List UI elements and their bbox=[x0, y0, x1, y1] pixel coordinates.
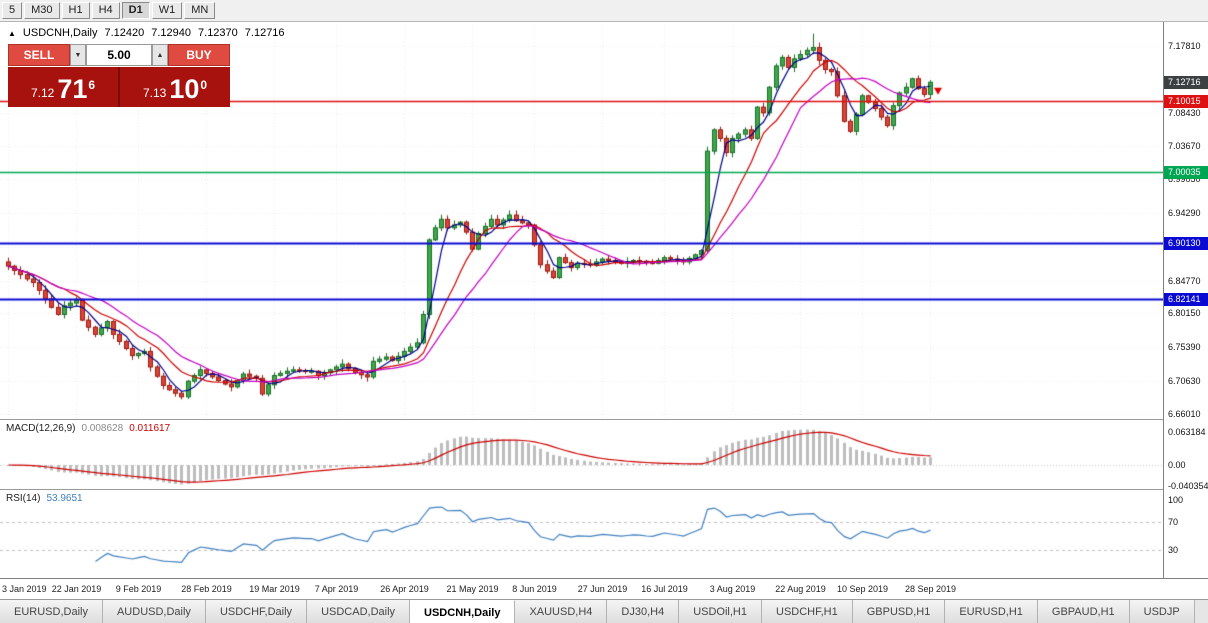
price-tick-label: 7.03670 bbox=[1168, 141, 1201, 152]
period-button-M30[interactable]: M30 bbox=[24, 2, 60, 19]
price-tick-label: 6.94290 bbox=[1168, 207, 1201, 218]
tab-USDJP[interactable]: USDJP bbox=[1129, 600, 1195, 623]
price-tick-label: 30 bbox=[1168, 545, 1179, 556]
symbol-name: USDCNH,Daily bbox=[22, 27, 98, 39]
tab-EURUSD-Daily[interactable]: EURUSD,Daily bbox=[0, 600, 103, 623]
ohlc-open: 7.12420 bbox=[104, 27, 145, 39]
tab-AUDUSD-Daily[interactable]: AUDUSD,Daily bbox=[102, 600, 206, 623]
price-tick-label: -0.040354 bbox=[1168, 481, 1208, 492]
period-button-D1[interactable]: D1 bbox=[121, 2, 150, 19]
date-label: 3 Aug 2019 bbox=[709, 584, 756, 594]
current-price-badge: 7.12716 bbox=[1164, 76, 1208, 90]
macd-indicator-label: MACD(12,26,9) 0.008628 0.011617 bbox=[6, 423, 170, 434]
price-chart-canvas[interactable] bbox=[0, 22, 1163, 578]
date-label: 8 Jun 2019 bbox=[512, 584, 557, 594]
period-button-H1[interactable]: H1 bbox=[61, 2, 90, 19]
tab-USDCHF-H1[interactable]: USDCHF,H1 bbox=[762, 600, 853, 623]
date-label: 28 Feb 2019 bbox=[181, 584, 232, 594]
price-tick-label: 6.70630 bbox=[1168, 375, 1201, 386]
level-price-badge: 6.90130 bbox=[1164, 236, 1208, 250]
volume-up-button[interactable]: ▲ bbox=[152, 44, 168, 66]
rsi-value: 53.9651 bbox=[46, 493, 83, 504]
date-label: 21 May 2019 bbox=[446, 584, 499, 594]
date-label: 27 Jun 2019 bbox=[577, 584, 628, 594]
sell-button[interactable]: SELL bbox=[8, 44, 70, 66]
date-label: 16 Jul 2019 bbox=[641, 584, 688, 594]
tab-XAUUSD-H4[interactable]: XAUUSD,H4 bbox=[515, 600, 608, 623]
ask-price[interactable]: 7.13 10 0 bbox=[120, 67, 230, 107]
tab-GBPAUD-H1[interactable]: GBPAUD,H1 bbox=[1037, 600, 1130, 623]
date-label: 3 Jan 2019 bbox=[2, 584, 47, 594]
bid-big-digits: 71 bbox=[57, 74, 88, 104]
tab-DJ30-H4[interactable]: DJ30,H4 bbox=[607, 600, 680, 623]
date-label: 19 Mar 2019 bbox=[249, 584, 300, 594]
tab-USDCNH-Daily[interactable]: USDCNH,Daily bbox=[410, 600, 516, 623]
panel-splitter[interactable] bbox=[0, 419, 1208, 420]
ohlc-low: 7.12370 bbox=[198, 27, 238, 39]
bid-price[interactable]: 7.12 71 6 bbox=[8, 67, 118, 107]
price-tick-label: 6.80150 bbox=[1168, 308, 1201, 319]
tab-USDOil-H1[interactable]: USDOil,H1 bbox=[679, 600, 762, 623]
level-price-badge: 7.10015 bbox=[1164, 95, 1208, 109]
expand-triangle-icon[interactable]: ▲ bbox=[8, 28, 16, 38]
price-tick-label: 7.17810 bbox=[1168, 41, 1201, 51]
price-tick-label: 7.08430 bbox=[1168, 107, 1201, 118]
volume-input[interactable] bbox=[86, 44, 152, 66]
macd-value-main: 0.008628 bbox=[81, 423, 124, 434]
level-price-badge: 7.00035 bbox=[1164, 166, 1208, 180]
date-label: 9 Feb 2019 bbox=[115, 584, 162, 594]
date-label: 22 Aug 2019 bbox=[775, 584, 826, 594]
date-axis[interactable]: 3 Jan 2019 22 Jan 2019 9 Feb 2019 28 Feb 20… bbox=[0, 578, 1208, 599]
one-click-trading-panel: SELL ▼ ▲ BUY 7.12 71 6 7.13 10 0 bbox=[8, 44, 230, 107]
buy-button[interactable]: BUY bbox=[168, 44, 230, 66]
date-label: 7 Apr 2019 bbox=[314, 584, 359, 594]
ask-pip-fraction: 0 bbox=[200, 78, 208, 92]
tab-GBPUSD-H1[interactable]: GBPUSD,H1 bbox=[852, 600, 946, 623]
ohlc-high: 7.12940 bbox=[151, 27, 192, 39]
ohlc-close: 7.12716 bbox=[244, 27, 285, 39]
volume-down-button[interactable]: ▼ bbox=[70, 44, 86, 66]
date-label: 22 Jan 2019 bbox=[51, 584, 102, 594]
price-tick-label: 6.66010 bbox=[1168, 408, 1201, 419]
price-tick-label: 0.00 bbox=[1168, 460, 1186, 470]
price-axis[interactable]: 7.178107.084307.036706.990506.942906.895… bbox=[1163, 22, 1208, 578]
rsi-name: RSI(14) bbox=[6, 493, 41, 504]
macd-name: MACD(12,26,9) bbox=[6, 423, 76, 434]
tab-USDCAD-Daily[interactable]: USDCAD,Daily bbox=[307, 600, 411, 623]
date-label: 26 Apr 2019 bbox=[380, 584, 429, 594]
price-tick-label: 6.84770 bbox=[1168, 275, 1201, 286]
date-label: 28 Sep 2019 bbox=[904, 584, 957, 594]
chart-tab-bar: EURUSD,Daily AUDUSD,Daily USDCHF,Daily USDC… bbox=[0, 599, 1208, 623]
rsi-indicator-label: RSI(14) 53.9651 bbox=[6, 493, 83, 504]
price-tick-label: 70 bbox=[1168, 516, 1179, 527]
date-label: 10 Sep 2019 bbox=[836, 584, 889, 594]
bid-prefix: 7.12 bbox=[30, 86, 55, 100]
level-price-badge: 6.82141 bbox=[1164, 293, 1208, 307]
tab-EURUSD-H1[interactable]: EURUSD,H1 bbox=[945, 600, 1038, 623]
symbol-header: ▲ USDCNH,Daily 7.12420 7.12940 7.12370 7… bbox=[8, 27, 285, 39]
period-button-MN[interactable]: MN bbox=[184, 2, 216, 19]
ask-prefix: 7.13 bbox=[142, 86, 167, 100]
ask-big-digits: 10 bbox=[169, 74, 200, 104]
period-button-W1[interactable]: W1 bbox=[151, 2, 183, 19]
timeframe-toolbar: 5 M30 H1 H4 D1 W1 MN bbox=[0, 0, 1208, 22]
macd-value-signal: 0.011617 bbox=[129, 423, 171, 434]
panel-splitter[interactable] bbox=[0, 489, 1208, 490]
period-button-5[interactable]: 5 bbox=[2, 2, 23, 19]
tab-USDCHF-Daily[interactable]: USDCHF,Daily bbox=[205, 600, 308, 623]
price-tick-label: 100 bbox=[1168, 495, 1184, 505]
price-tick-label: 0.063184 bbox=[1168, 427, 1206, 438]
period-button-H4[interactable]: H4 bbox=[91, 2, 120, 19]
price-tick-label: 6.75390 bbox=[1168, 342, 1201, 353]
bid-pip-fraction: 6 bbox=[88, 78, 96, 92]
price-tick-label: 6.99050 bbox=[1168, 174, 1201, 185]
